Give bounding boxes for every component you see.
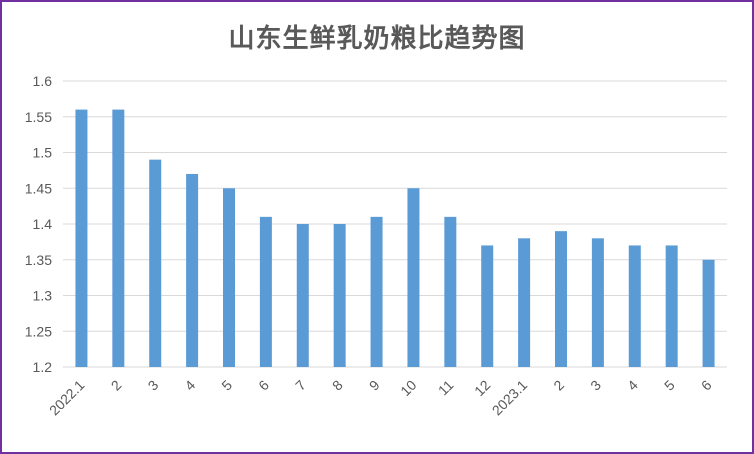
x-tick-label: 2 <box>108 377 125 394</box>
bar <box>186 173 199 367</box>
chart-title: 山东生鲜乳奶粮比趋势图 <box>228 24 526 54</box>
x-tick-label: 8 <box>329 377 346 394</box>
x-tick-label: 4 <box>181 377 198 394</box>
bar <box>444 216 457 367</box>
bar <box>481 245 494 367</box>
y-axis-ticks: 1.2 1.25 1.3 1.35 1.4 1.45 1.5 1.55 1.6 <box>25 73 52 375</box>
y-tick-label: 1.5 <box>33 145 53 161</box>
bars <box>75 109 715 367</box>
bar <box>75 109 88 367</box>
x-tick-label: 9 <box>366 377 383 394</box>
x-tick-label: 5 <box>661 377 678 394</box>
y-tick-label: 1.25 <box>25 323 52 339</box>
bar <box>370 216 383 367</box>
x-tick-label: 3 <box>145 377 162 394</box>
bar <box>407 188 420 367</box>
y-tick-label: 1.55 <box>25 109 52 125</box>
x-tick-label: 6 <box>698 377 715 394</box>
bar <box>555 231 567 367</box>
x-tick-label: 12 <box>471 377 493 399</box>
x-tick-label: 4 <box>624 377 641 394</box>
x-tick-label: 2 <box>550 377 567 394</box>
bar <box>112 109 125 367</box>
x-tick-label: 2022.1 <box>46 377 88 419</box>
bar <box>296 224 309 367</box>
x-tick-label: 10 <box>397 377 419 399</box>
bar <box>591 238 604 367</box>
bar <box>665 245 678 367</box>
bar <box>518 238 531 367</box>
x-tick-label: 5 <box>218 377 235 394</box>
bar <box>149 159 162 367</box>
bar <box>333 224 346 367</box>
bar <box>223 188 235 367</box>
gridlines <box>63 80 727 368</box>
y-tick-label: 1.3 <box>33 288 53 304</box>
y-tick-label: 1.6 <box>33 73 53 89</box>
y-tick-label: 1.45 <box>25 180 52 196</box>
x-tick-label: 3 <box>587 377 604 394</box>
y-tick-label: 1.2 <box>33 359 53 375</box>
bar <box>628 245 641 367</box>
y-tick-label: 1.35 <box>25 252 52 268</box>
x-tick-label: 6 <box>255 377 272 394</box>
y-tick-label: 1.4 <box>33 216 53 232</box>
x-tick-label: 7 <box>292 377 309 394</box>
bar <box>702 259 715 367</box>
bar <box>259 216 272 367</box>
x-tick-label: 11 <box>435 377 457 399</box>
x-tick-label: 2023.1 <box>489 377 531 419</box>
